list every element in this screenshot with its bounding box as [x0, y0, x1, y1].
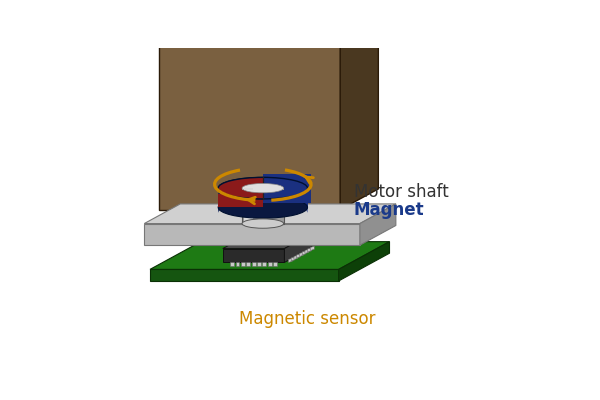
Polygon shape	[263, 174, 311, 203]
Polygon shape	[218, 194, 308, 207]
Polygon shape	[242, 188, 284, 190]
Polygon shape	[289, 258, 292, 262]
Polygon shape	[246, 262, 250, 266]
Polygon shape	[268, 262, 272, 266]
Polygon shape	[262, 262, 266, 266]
Polygon shape	[284, 234, 312, 262]
Ellipse shape	[218, 177, 308, 199]
Ellipse shape	[242, 184, 284, 193]
Polygon shape	[218, 188, 220, 213]
Ellipse shape	[218, 177, 308, 199]
Polygon shape	[310, 246, 314, 250]
Polygon shape	[150, 242, 389, 269]
Text: Motor shaft: Motor shaft	[354, 183, 448, 201]
Polygon shape	[223, 234, 312, 248]
Polygon shape	[302, 251, 306, 255]
Polygon shape	[144, 204, 396, 224]
Polygon shape	[244, 188, 253, 190]
Polygon shape	[273, 262, 277, 266]
Ellipse shape	[242, 219, 284, 228]
Polygon shape	[299, 252, 303, 256]
Polygon shape	[150, 269, 338, 281]
Polygon shape	[244, 190, 253, 224]
Text: Magnet: Magnet	[354, 201, 424, 219]
Polygon shape	[291, 257, 295, 261]
Polygon shape	[338, 242, 389, 281]
Polygon shape	[305, 249, 309, 254]
Polygon shape	[251, 262, 256, 266]
Polygon shape	[242, 190, 284, 224]
Polygon shape	[144, 224, 360, 245]
Polygon shape	[159, 0, 379, 10]
Polygon shape	[360, 204, 396, 245]
Text: Magnetic sensor: Magnetic sensor	[239, 310, 376, 328]
Polygon shape	[223, 248, 284, 262]
Polygon shape	[296, 254, 301, 258]
Polygon shape	[241, 262, 245, 266]
Polygon shape	[218, 194, 263, 207]
Polygon shape	[236, 262, 239, 266]
Polygon shape	[159, 10, 340, 210]
Polygon shape	[308, 248, 311, 252]
Polygon shape	[340, 0, 379, 210]
Polygon shape	[257, 262, 261, 266]
Polygon shape	[230, 262, 234, 266]
Ellipse shape	[218, 197, 308, 218]
Polygon shape	[294, 255, 298, 260]
Polygon shape	[305, 188, 308, 213]
